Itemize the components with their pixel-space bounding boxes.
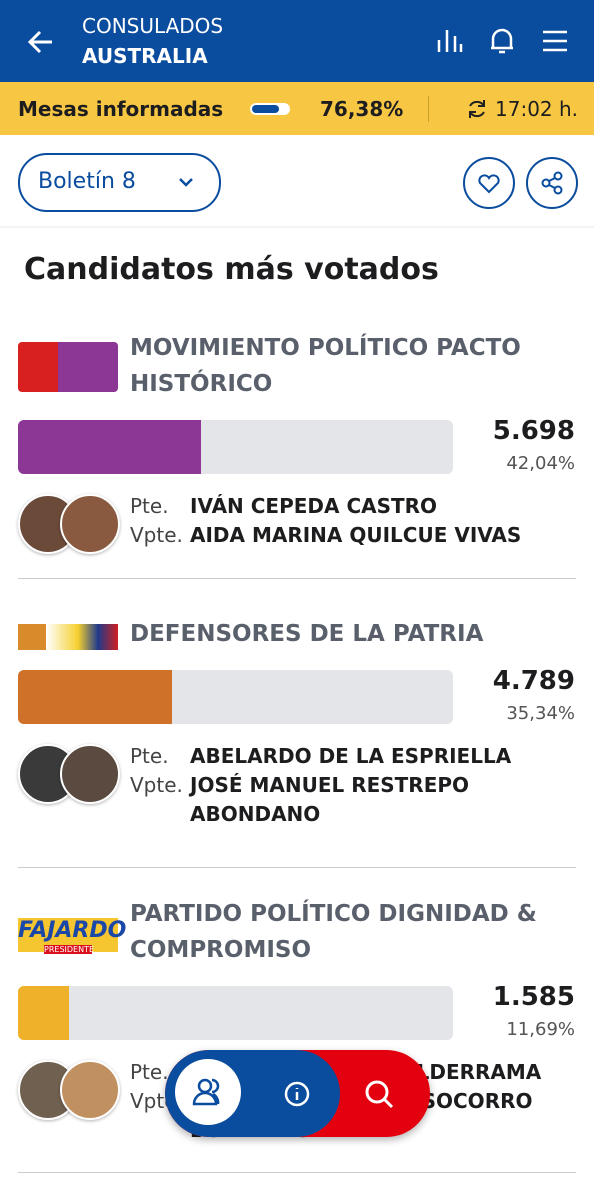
bar-track bbox=[18, 420, 453, 474]
separator bbox=[18, 578, 576, 579]
favorite-button[interactable] bbox=[463, 157, 515, 209]
party-logo bbox=[18, 342, 118, 392]
update-time: 17:02 h. bbox=[495, 97, 579, 121]
header-subtitle: AUSTRALIA bbox=[82, 44, 208, 68]
section-title: Candidatos más votados bbox=[24, 252, 439, 287]
candidate-name: JOSÉ MANUEL RESTREPO ABONDANO bbox=[190, 773, 470, 826]
candidate-name: IVÁN CEPEDA CASTRO bbox=[190, 494, 438, 518]
bulletin-select[interactable]: Boletín 8 bbox=[18, 153, 221, 212]
progress-label: 76,38% bbox=[320, 97, 404, 121]
status-label: Mesas informadas bbox=[18, 97, 224, 121]
candidate-role: Pte. bbox=[130, 744, 169, 768]
vote-count: 1.585 bbox=[492, 982, 575, 1012]
candidate-photo bbox=[60, 494, 120, 554]
party-name: DEFENSORES DE LA PATRIA bbox=[130, 621, 484, 647]
candidate-photo bbox=[60, 1060, 120, 1120]
separator bbox=[18, 1172, 576, 1173]
candidate-name: ABELARDO DE LA ESPRIELLA bbox=[190, 744, 512, 768]
progress-fill bbox=[252, 105, 280, 113]
separator bbox=[18, 867, 576, 868]
party-name: PARTIDO POLÍTICO DIGNIDAD & COMPROMISO bbox=[130, 901, 537, 963]
candidate-photo bbox=[60, 744, 120, 804]
candidate-name: AIDA MARINA QUILCUE VIVAS bbox=[190, 523, 522, 547]
candidates-tab[interactable] bbox=[175, 1059, 241, 1125]
refresh-icon[interactable] bbox=[466, 98, 488, 120]
candidate-role: Pte. bbox=[130, 1060, 169, 1084]
status-bar: Mesas informadas 76,38% 17:02 h. bbox=[0, 82, 594, 135]
menu-icon[interactable] bbox=[542, 30, 568, 52]
stats-icon[interactable] bbox=[436, 28, 464, 54]
bar bbox=[18, 986, 69, 1040]
vote-count: 4.789 bbox=[492, 666, 575, 696]
vote-share: 35,34% bbox=[506, 703, 575, 724]
party-name: MOVIMIENTO POLÍTICO PACTO HISTÓRICO bbox=[130, 335, 521, 397]
bar-track bbox=[18, 986, 453, 1040]
candidate-role: Vpte. bbox=[130, 773, 183, 797]
candidate-role: Vpte. bbox=[130, 523, 183, 547]
vote-share: 11,69% bbox=[506, 1019, 575, 1040]
bar bbox=[18, 670, 172, 724]
party-logo-sub: PRESIDENTE bbox=[44, 945, 95, 954]
header-title: CONSULADOS bbox=[82, 14, 224, 38]
search-tab[interactable] bbox=[363, 1078, 395, 1110]
party-logo bbox=[18, 624, 118, 650]
bell-icon[interactable] bbox=[488, 26, 516, 56]
back-button[interactable] bbox=[26, 28, 54, 56]
bar-track bbox=[18, 670, 453, 724]
candidate-role: Pte. bbox=[130, 494, 169, 518]
progress-track bbox=[250, 103, 290, 115]
bar bbox=[18, 420, 201, 474]
header: CONSULADOS AUSTRALIA bbox=[0, 0, 594, 82]
floating-nav bbox=[165, 1050, 430, 1137]
share-button[interactable] bbox=[526, 157, 578, 209]
vote-share: 42,04% bbox=[506, 453, 575, 474]
vote-count: 5.698 bbox=[492, 416, 575, 446]
info-tab[interactable] bbox=[283, 1080, 311, 1108]
bulletin-label: Boletín 8 bbox=[38, 169, 136, 194]
